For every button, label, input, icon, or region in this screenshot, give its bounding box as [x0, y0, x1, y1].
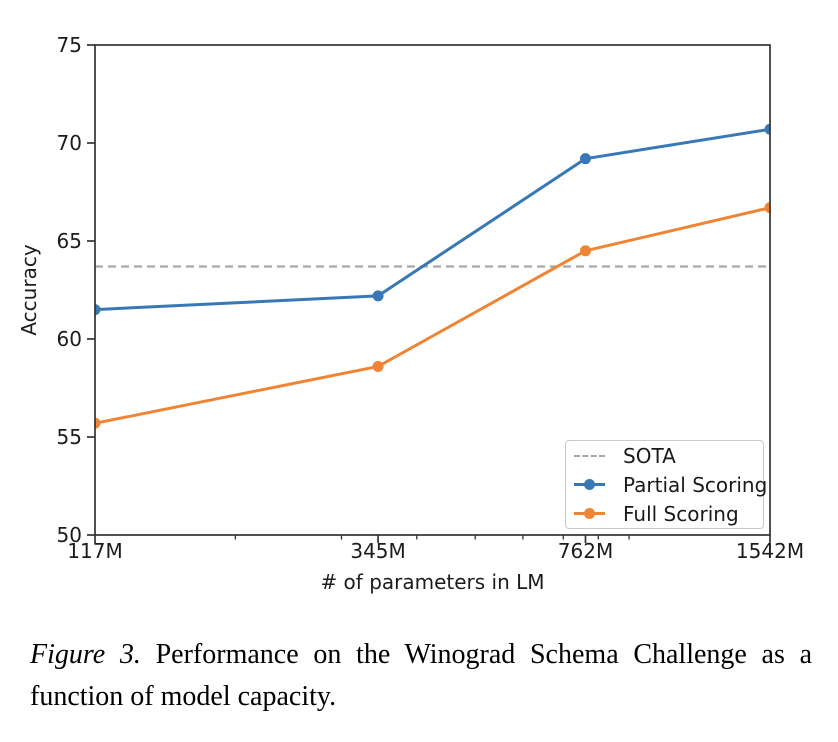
legend-label-full-scoring: Full Scoring: [623, 501, 739, 526]
line-full-scoring: [95, 206, 770, 425]
x-minor-ticks: [234, 535, 630, 540]
axis-ticks: [87, 44, 771, 543]
x-tick-labels: 117M 345M 762M 1542M: [67, 539, 804, 563]
svg-text:345M: 345M: [350, 539, 405, 563]
legend-item-sota: SOTA: [574, 446, 763, 466]
svg-text:50: 50: [57, 523, 82, 547]
chart-legend: SOTA Partial Scoring Full Scoring: [565, 440, 767, 529]
svg-text:70: 70: [57, 131, 82, 155]
y-tick-labels: 50 55 60 65 70 75: [57, 33, 82, 547]
full-scoring-marker-icon: [584, 508, 595, 519]
svg-text:75: 75: [57, 33, 82, 57]
y-axis-label: Accuracy: [17, 244, 41, 335]
partial-scoring-marker-icon: [584, 479, 595, 490]
svg-text:762M: 762M: [558, 539, 613, 563]
svg-text:55: 55: [57, 425, 82, 449]
marker-partial-scoring: [764, 123, 770, 135]
svg-text:60: 60: [57, 327, 82, 351]
x-axis-label: # of parameters in LM: [320, 570, 544, 594]
figure-caption: Figure 3. Performance on the Winograd Sc…: [30, 634, 812, 718]
legend-item-partial-scoring: Partial Scoring: [574, 475, 767, 495]
axes-box: [94, 44, 771, 536]
svg-text:65: 65: [57, 229, 82, 253]
series-group: [95, 123, 770, 429]
figure-caption-label: Figure 3.: [30, 639, 141, 670]
chart-canvas: 50 55 60 65 70 75 117M 345M 762M 1542M # of parame…: [17, 33, 804, 594]
marker-full-scoring: [764, 202, 770, 214]
marker-partial-scoring: [95, 304, 101, 316]
legend-item-full-scoring: Full Scoring: [574, 504, 763, 524]
marker-full-scoring: [95, 417, 101, 429]
marker-full-scoring: [579, 245, 591, 257]
marker-full-scoring: [372, 360, 384, 372]
winograd-accuracy-chart: 50 55 60 65 70 75 117M 345M 762M 1542M # of parame…: [17, 33, 804, 594]
svg-text:1542M: 1542M: [736, 539, 804, 563]
full-scoring-line-sample: [574, 508, 605, 519]
marker-partial-scoring: [372, 290, 384, 302]
figure-caption-text: Performance on the Winograd Schema Chall…: [30, 639, 813, 712]
legend-label-sota: SOTA: [623, 443, 676, 468]
line-partial-scoring: [95, 127, 770, 312]
svg-text:117M: 117M: [67, 539, 122, 563]
marker-partial-scoring: [579, 153, 591, 165]
partial-scoring-line-sample: [574, 479, 605, 490]
legend-label-partial-scoring: Partial Scoring: [623, 472, 768, 497]
sota-dashed-line-sample: [574, 454, 605, 457]
